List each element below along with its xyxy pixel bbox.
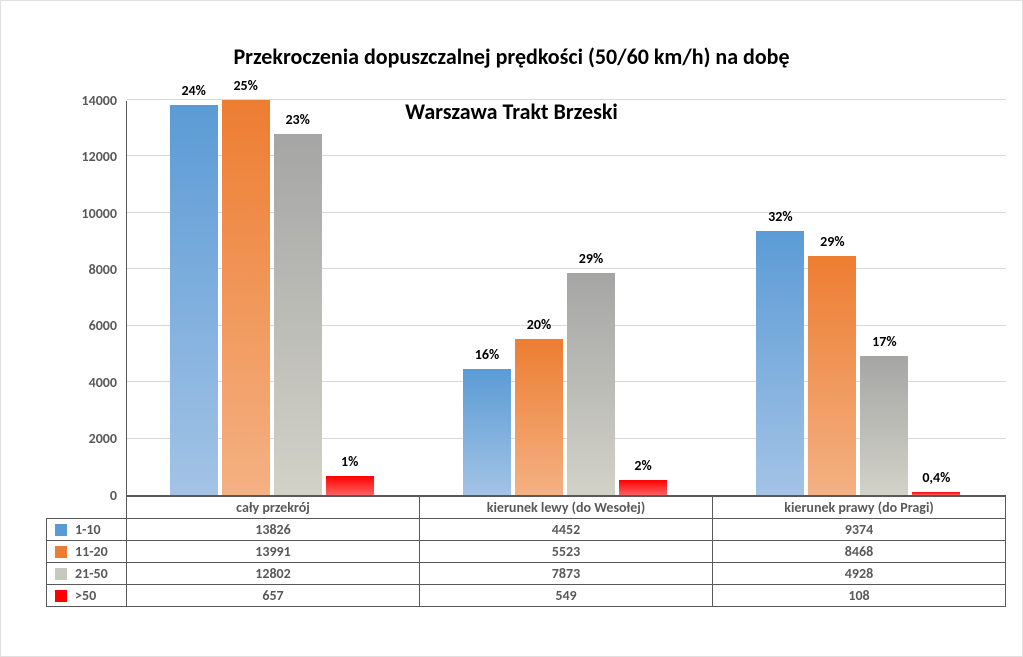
category-header: kierunek prawy (do Pragi): [713, 497, 1006, 519]
bar-percent-label: 29%: [579, 250, 603, 267]
plot-area: 24%25%23%1%16%20%29%2%32%29%17%0,4%: [126, 101, 1006, 496]
bar-percent-label: 1%: [341, 453, 358, 470]
table-cell: 13991: [127, 541, 420, 563]
legend-swatch: [55, 590, 67, 602]
bar: [515, 339, 563, 495]
bar: [274, 134, 322, 495]
table-cell: 4928: [713, 563, 1006, 585]
ytick-label: 0: [57, 487, 117, 504]
legend-swatch: [55, 546, 67, 558]
bar-percent-label: 20%: [527, 316, 551, 333]
table-cell: 108: [713, 585, 1006, 607]
series-header: 21-50: [47, 563, 127, 585]
ytick-label: 12000: [57, 148, 117, 165]
ytick-label: 10000: [57, 205, 117, 222]
bar: [619, 480, 667, 495]
ytick-label: 14000: [57, 92, 117, 109]
ytick-label: 6000: [57, 317, 117, 334]
bar-percent-label: 17%: [872, 333, 896, 350]
bar-percent-label: 0,4%: [922, 469, 950, 486]
bar: [912, 492, 960, 495]
legend-swatch: [55, 568, 67, 580]
bar-percent-label: 32%: [768, 208, 792, 225]
bar: [567, 273, 615, 495]
series-name: 21-50: [75, 565, 108, 582]
data-table: cały przekrójkierunek lewy (do Wesołej)k…: [46, 496, 1006, 607]
table-cell: 549: [420, 585, 713, 607]
bar-percent-label: 23%: [285, 111, 309, 128]
bar: [222, 100, 270, 495]
table-cell: 657: [127, 585, 420, 607]
bar-percent-label: 24%: [181, 82, 205, 99]
category-header: kierunek lewy (do Wesołej): [420, 497, 713, 519]
category-header: cały przekrój: [127, 497, 420, 519]
title-line-1: Przekroczenia dopuszczalnej prędkości (5…: [233, 43, 789, 70]
bar-percent-label: 2%: [634, 457, 651, 474]
bar: [326, 476, 374, 495]
bar: [860, 356, 908, 495]
series-header: 1-10: [47, 519, 127, 541]
table-cell: 8468: [713, 541, 1006, 563]
legend-swatch: [55, 524, 67, 536]
series-name: >50: [75, 587, 96, 604]
series-header: >50: [47, 585, 127, 607]
table-cell: 13826: [127, 519, 420, 541]
bar-percent-label: 29%: [820, 233, 844, 250]
bar: [808, 256, 856, 495]
series-header: 11-20: [47, 541, 127, 563]
bar-percent-label: 25%: [233, 77, 257, 94]
table-cell: 4452: [420, 519, 713, 541]
series-name: 11-20: [75, 543, 108, 560]
ytick-label: 8000: [57, 261, 117, 278]
ytick-label: 4000: [57, 374, 117, 391]
table-cell: 12802: [127, 563, 420, 585]
bar-percent-label: 16%: [475, 346, 499, 363]
table-cell: 5523: [420, 541, 713, 563]
bar: [170, 105, 218, 495]
bar: [463, 369, 511, 495]
bar: [756, 231, 804, 495]
series-name: 1-10: [75, 521, 101, 538]
table-cell: 9374: [713, 519, 1006, 541]
ytick-label: 2000: [57, 430, 117, 447]
table-cell: 7873: [420, 563, 713, 585]
